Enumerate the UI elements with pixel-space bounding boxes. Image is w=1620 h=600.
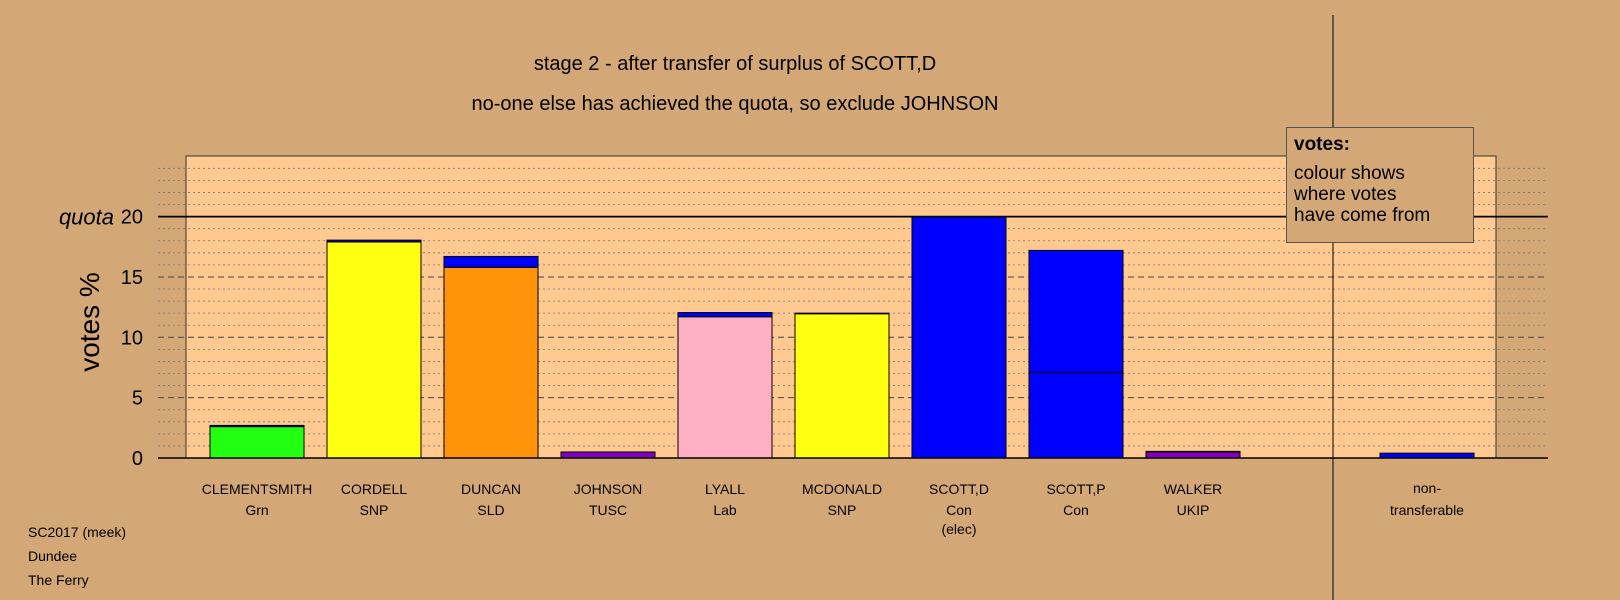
- bar-segment: [794, 312, 890, 315]
- candidate-party-label: Grn: [245, 502, 268, 518]
- candidate-party-label: Lab: [713, 502, 737, 518]
- candidate-party-label: SLD: [477, 502, 504, 518]
- candidate-name-label: LYALL: [705, 481, 745, 497]
- y-axis-label: votes %: [74, 272, 105, 372]
- candidate-party-label: TUSC: [589, 502, 627, 518]
- bar-segment: [794, 313, 890, 459]
- bar-segment: [677, 312, 773, 318]
- bar-segment: [560, 451, 656, 459]
- candidate-name-label: MCDONALD: [802, 481, 882, 497]
- y-tick-label: 10: [121, 327, 143, 349]
- y-tick-label: 20: [121, 207, 143, 229]
- bar-segment: [443, 266, 539, 459]
- bar-segment: [677, 316, 773, 459]
- chart-title: stage 2 - after transfer of surplus of S…: [533, 53, 937, 75]
- candidate-name-label: SCOTT,P: [1046, 481, 1105, 497]
- legend-line: have come from: [1294, 205, 1431, 226]
- footer-election: SC2017 (meek): [28, 524, 127, 540]
- footer-council: Dundee: [28, 548, 78, 564]
- legend: votes: colour shows where votes have com…: [1286, 127, 1474, 243]
- candidate-name-label: JOHNSON: [574, 481, 642, 497]
- bar-segment: [209, 424, 305, 428]
- bar-segment: [1028, 249, 1124, 373]
- candidate-party-label: UKIP: [1177, 502, 1210, 518]
- candidate-party-label: Con: [1063, 502, 1089, 518]
- candidate-party-label: SNP: [360, 502, 389, 518]
- bar-segment: [209, 426, 305, 459]
- footer-ward: The Ferry: [28, 572, 89, 588]
- candidate-name-label: DUNCAN: [461, 481, 521, 497]
- y-tick-label: 5: [132, 388, 143, 410]
- y-tick-label: 15: [121, 267, 143, 289]
- legend-title: votes:: [1294, 134, 1350, 155]
- bar-segment: [911, 216, 1007, 459]
- candidate-name-label: CORDELL: [341, 481, 407, 497]
- chart-subtitle: no-one else has achieved the quota, so e…: [471, 93, 999, 115]
- y-tick-label: 0: [132, 448, 143, 470]
- bar-segment: [1028, 371, 1124, 459]
- candidate-name-label: WALKER: [1164, 481, 1223, 497]
- quota-label: quota: [59, 205, 114, 230]
- candidate-name-label: CLEMENTSMITH: [202, 481, 312, 497]
- bar-segment: [326, 239, 422, 243]
- bar-segment: [443, 255, 539, 268]
- candidate-party-label: Con: [946, 502, 972, 518]
- bar-segment: [1145, 450, 1241, 453]
- bar-segment: [1145, 451, 1241, 459]
- candidate-party-label: SNP: [828, 502, 857, 518]
- bar-segment: [326, 241, 422, 459]
- nontransferable-label: transferable: [1390, 502, 1464, 518]
- candidate-note-label: (elec): [941, 521, 976, 537]
- legend-line: where votes: [1294, 184, 1397, 205]
- legend-line: colour shows: [1294, 163, 1405, 184]
- candidate-name-label: SCOTT,D: [929, 481, 989, 497]
- nontransferable-label: non-: [1413, 480, 1441, 496]
